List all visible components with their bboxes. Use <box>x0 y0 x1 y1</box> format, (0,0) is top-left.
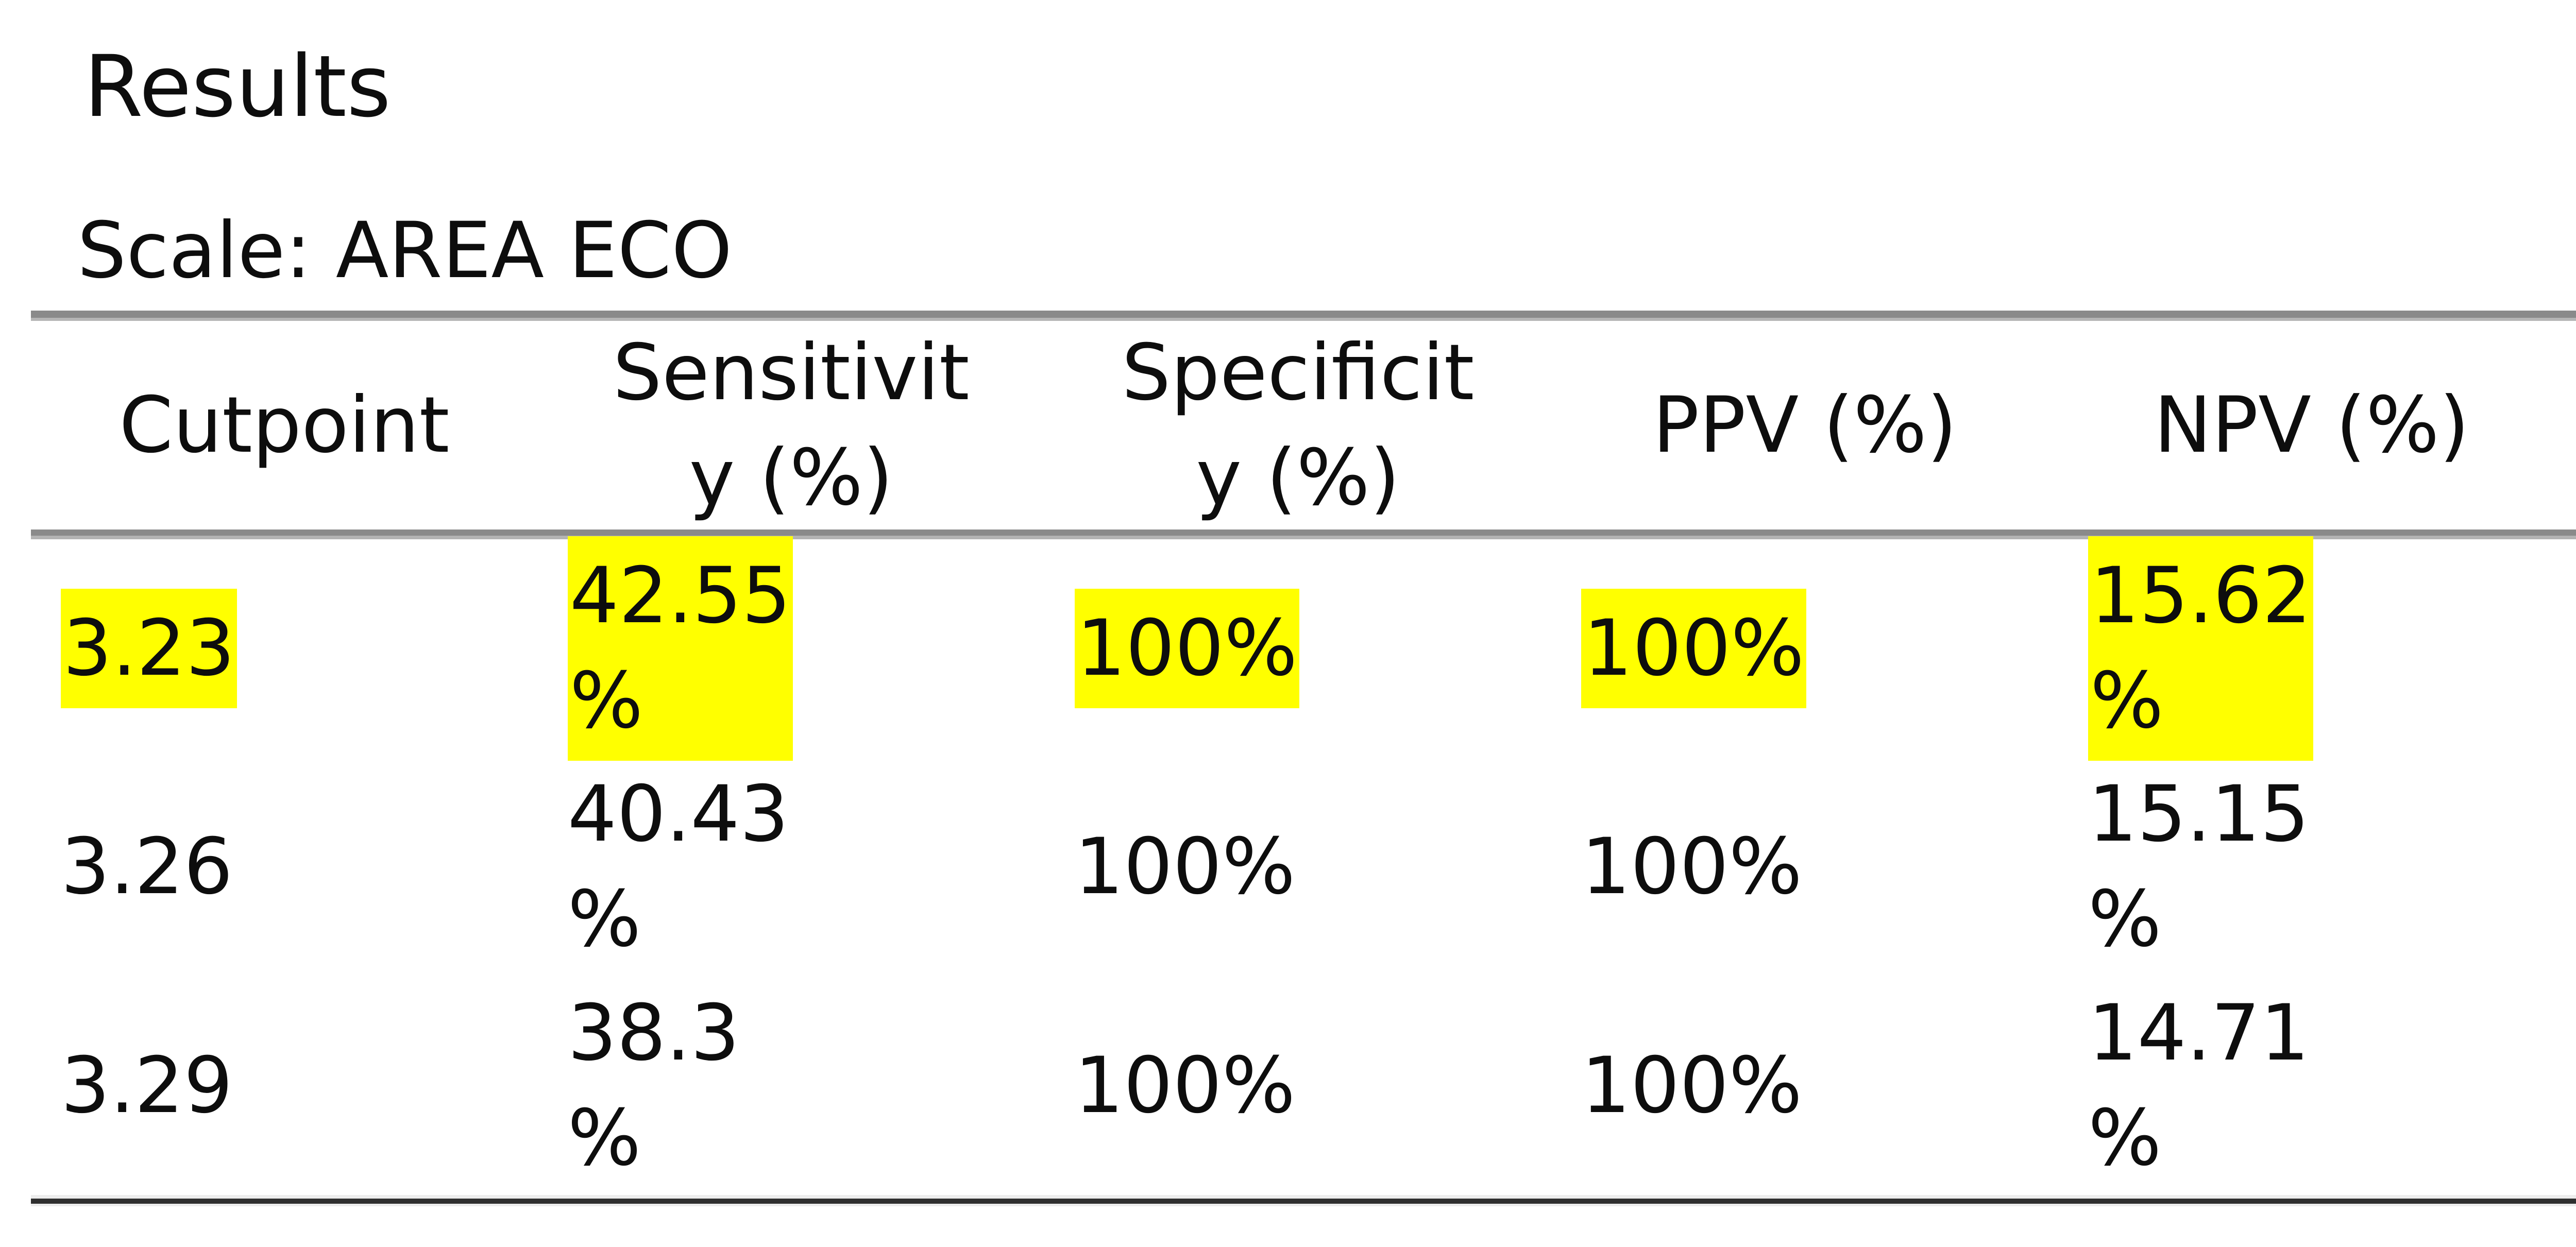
header-label-specificity: Specificit y (%) <box>1122 328 1475 523</box>
cell-r1-sensitivity: 42.55 % <box>538 536 1045 761</box>
cell-r3-npv: 14.71 % <box>2058 976 2565 1195</box>
header-cell-cutpoint: Cutpoint <box>31 321 538 529</box>
scale-label: Scale: AREA ECO <box>77 206 733 296</box>
header-cell-ppv: PPV (%) <box>1551 321 2058 529</box>
results-table: Cutpoint Sensitivit y (%) Specificit y (… <box>31 311 2576 1206</box>
cell-r1-ppv: 100% <box>1551 539 2058 758</box>
cell-r1-cutpoint: 3.23 <box>31 539 538 758</box>
cell-r3-cutpoint: 3.29 <box>31 976 538 1195</box>
cell-r3-youden: 0.383 <box>2565 976 2576 1195</box>
header-cell-npv: NPV (%) <box>2058 321 2565 529</box>
header-label-sensitivity: Sensitivit y (%) <box>613 328 970 523</box>
table-top-border <box>31 311 2576 321</box>
cell-r3-specificity: 100% <box>1045 976 1552 1195</box>
cell-r2-youden: 0.404 <box>2565 758 2576 976</box>
highlighted-value: 100% <box>1581 589 1807 708</box>
page-title: Results <box>84 37 391 136</box>
table-bottom-border <box>31 1199 2576 1204</box>
header-label-ppv: PPV (%) <box>1652 380 1957 470</box>
cell-r2-ppv: 100% <box>1551 758 2058 976</box>
cell-r1-specificity: 100% <box>1045 539 1552 758</box>
cell-value: 14.71 % <box>2088 988 2310 1183</box>
cell-value: 100% <box>1074 1040 1296 1131</box>
header-cell-sensitivity: Sensitivit y (%) <box>538 321 1045 529</box>
cell-r3-sensitivity: 38.3 % <box>538 976 1045 1195</box>
cell-r1-youden: 0.426 <box>2565 539 2576 758</box>
highlighted-value: 3.23 <box>61 589 237 708</box>
cell-value: 100% <box>1074 822 1296 912</box>
cell-value: 38.3 % <box>567 988 740 1183</box>
cell-r2-npv: 15.15 % <box>2058 758 2565 976</box>
cell-value: 100% <box>1581 822 1803 912</box>
cell-value: 3.29 <box>61 1040 233 1131</box>
highlighted-value: 42.55 % <box>567 536 793 761</box>
header-label-cutpoint: Cutpoint <box>119 380 450 470</box>
cell-value: 15.15 % <box>2088 770 2310 964</box>
table-bottom-band <box>31 1195 2576 1206</box>
cell-value: 3.26 <box>61 822 233 912</box>
header-cell-youden: Youden's index <box>2565 321 2576 529</box>
highlighted-value: 15.62 % <box>2088 536 2314 761</box>
cell-value: 100% <box>1581 1040 1803 1131</box>
cell-value: 40.43 % <box>567 770 789 964</box>
cell-r2-specificity: 100% <box>1045 758 1552 976</box>
cell-r2-sensitivity: 40.43 % <box>538 758 1045 976</box>
header-label-npv: NPV (%) <box>2154 380 2470 470</box>
cell-r2-cutpoint: 3.26 <box>31 758 538 976</box>
highlighted-value: 100% <box>1074 589 1300 708</box>
cell-r3-ppv: 100% <box>1551 976 2058 1195</box>
header-cell-specificity: Specificit y (%) <box>1045 321 1552 529</box>
cell-r1-npv: 15.62 % <box>2058 536 2565 761</box>
